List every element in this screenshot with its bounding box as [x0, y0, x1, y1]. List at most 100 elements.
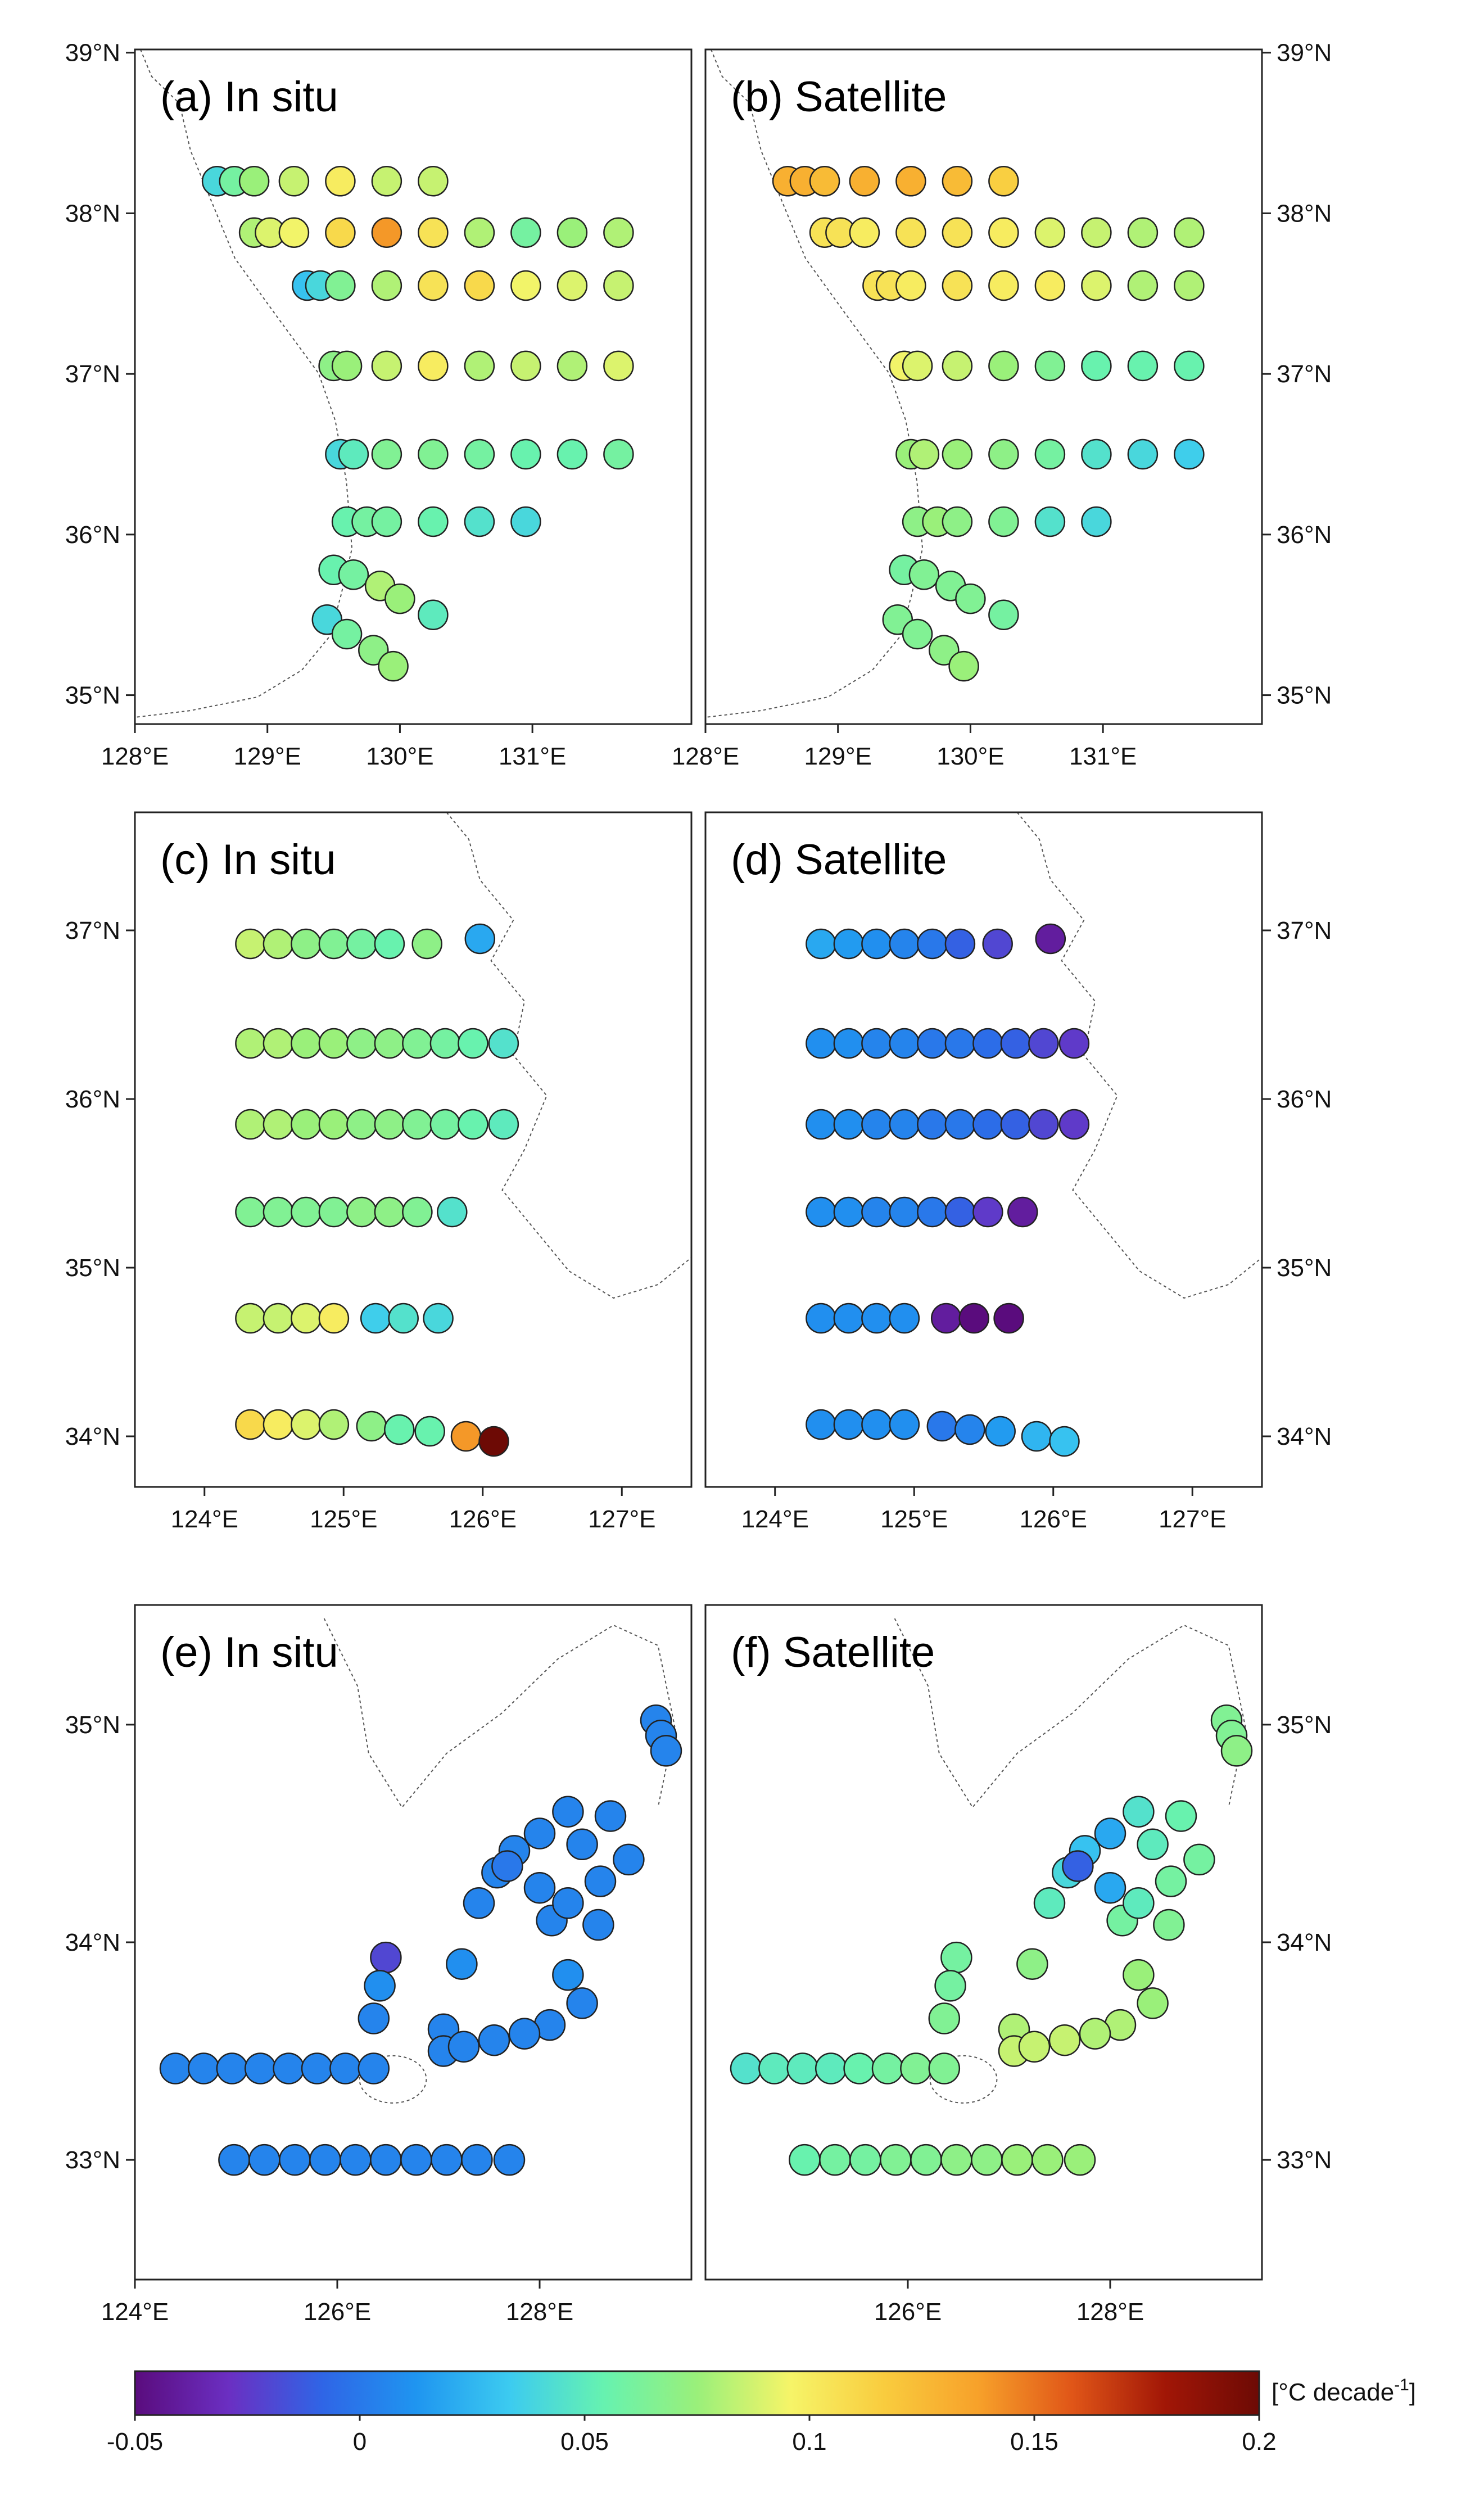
plot-area: [135, 49, 691, 724]
y-tick-label: 33°N: [1277, 2146, 1332, 2174]
data-point: [402, 1196, 433, 1228]
data-point: [988, 270, 1019, 301]
y-tick-label: 39°N: [1277, 39, 1332, 67]
x-tick-label: 124°E: [741, 1505, 809, 1533]
data-point: [1034, 438, 1066, 470]
data-point: [1028, 1109, 1059, 1140]
data-point: [1137, 1828, 1169, 1861]
colorbar-unit-label: [°C decade-1]: [1272, 2376, 1416, 2406]
data-point: [942, 217, 973, 248]
data-point: [940, 1941, 972, 1974]
data-point: [556, 270, 588, 301]
data-point: [926, 1410, 958, 1442]
data-point: [1127, 350, 1159, 382]
data-points: [201, 166, 634, 682]
data-point: [423, 1303, 454, 1334]
data-point: [594, 1800, 627, 1832]
data-point: [318, 1303, 350, 1334]
data-point: [235, 1109, 266, 1140]
data-point: [1049, 1426, 1080, 1457]
data-point: [325, 166, 356, 197]
data-point: [384, 1414, 415, 1445]
data-point: [954, 1414, 985, 1445]
data-point: [318, 1028, 350, 1059]
x-tick-label: 131°E: [499, 743, 566, 770]
data-point: [1021, 1421, 1052, 1452]
y-tick-label: 35°N: [65, 1254, 120, 1282]
data-point: [972, 1028, 1003, 1059]
data-point: [429, 1028, 461, 1059]
data-point: [263, 1196, 294, 1228]
data-point: [833, 1303, 865, 1334]
data-point: [889, 928, 920, 960]
data-point: [510, 350, 541, 382]
data-point: [789, 2144, 821, 2176]
y-tick-label: 36°N: [1277, 1086, 1332, 1113]
data-point: [603, 438, 634, 470]
x-tick-label: 124°E: [101, 2298, 169, 2326]
data-point: [346, 1196, 377, 1228]
data-point: [1137, 1987, 1169, 2019]
data-points: [806, 923, 1090, 1457]
data-point: [371, 438, 402, 470]
data-point: [418, 270, 449, 301]
data-point: [325, 217, 356, 248]
data-point: [908, 559, 940, 590]
data-point: [603, 350, 634, 382]
data-point: [1081, 438, 1112, 470]
x-tick-label: 128°E: [672, 743, 739, 770]
data-point: [508, 2018, 541, 2050]
y-tick-label: 34°N: [1277, 1929, 1332, 1956]
data-point: [235, 1028, 266, 1059]
colorbar-tick-label: 0.05: [560, 2428, 609, 2456]
x-tick-label: 128°E: [101, 743, 169, 770]
data-point: [371, 506, 402, 537]
data-point: [806, 1109, 836, 1140]
data-point: [340, 2144, 372, 2176]
data-point: [346, 928, 377, 960]
data-point: [446, 1948, 478, 1980]
panel-title: (c) In situ: [160, 836, 336, 884]
data-point: [309, 2144, 341, 2176]
data-point: [378, 650, 409, 682]
data-point: [988, 438, 1019, 470]
data-point: [325, 270, 356, 301]
data-point: [384, 583, 415, 614]
data-point: [942, 270, 973, 301]
data-point: [411, 928, 442, 960]
data-point: [464, 923, 496, 955]
data-point: [972, 1196, 1003, 1228]
data-point: [1174, 350, 1205, 382]
data-point: [1034, 506, 1066, 537]
data-point: [464, 438, 495, 470]
data-point: [218, 2144, 250, 2176]
data-point: [833, 1028, 865, 1059]
data-point: [1123, 1887, 1155, 1919]
data-point: [464, 270, 495, 301]
data-point: [900, 2052, 932, 2084]
data-point: [603, 270, 634, 301]
data-points: [772, 166, 1205, 682]
data-point: [993, 1303, 1024, 1334]
data-point: [358, 2002, 390, 2034]
data-point: [291, 1196, 322, 1228]
data-point: [263, 1409, 294, 1440]
data-point: [431, 2144, 463, 2176]
data-point: [988, 166, 1019, 197]
colorbar-tick-label: 0.1: [792, 2428, 826, 2456]
data-point: [833, 1196, 865, 1228]
data-point: [815, 2052, 847, 2084]
colorbar-bar: [134, 2370, 1260, 2416]
data-point: [556, 217, 588, 248]
x-tick-label: 127°E: [588, 1505, 655, 1533]
panel-c: 124°E 125°E 126°E 127°E 34°N 35°N 36°N 37°N (c) …: [65, 811, 693, 1533]
data-point: [880, 2144, 912, 2176]
data-point: [833, 1109, 865, 1140]
data-point: [861, 1196, 892, 1228]
data-point: [889, 1409, 920, 1440]
data-point: [861, 1303, 892, 1334]
data-point: [1094, 1817, 1126, 1850]
data-point: [331, 618, 363, 650]
colorbar-unit-close: ]: [1409, 2379, 1416, 2406]
panel-a: 128°E 129°E 130°E 131°E 35°N 36°N 37°N 38°N 39°N…: [65, 39, 693, 770]
